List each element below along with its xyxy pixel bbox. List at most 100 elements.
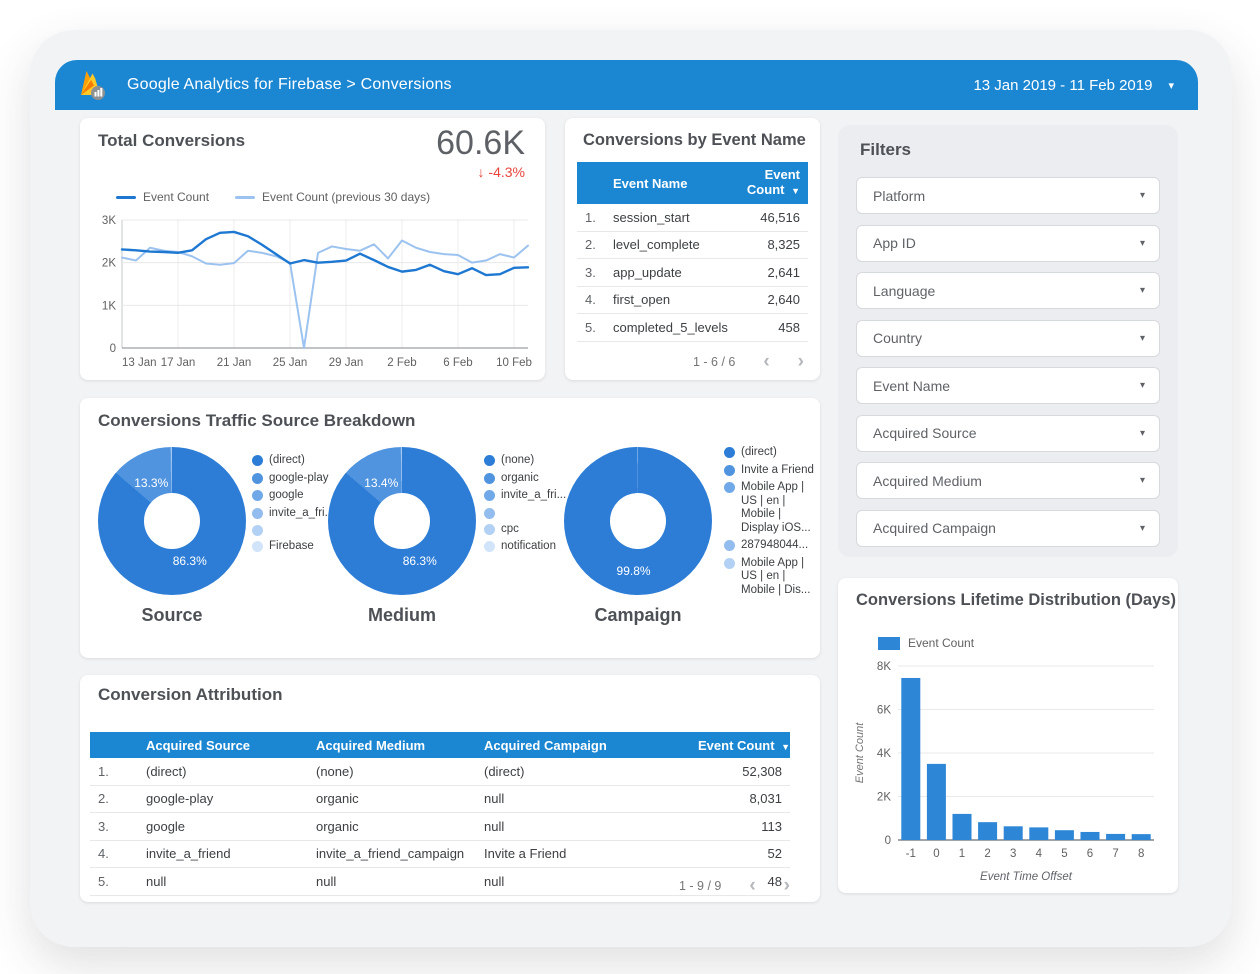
acquired-source-cell: google [146,818,186,834]
scorecard-value: 60.6K [436,124,525,162]
event-count-cell: 52,308 [742,763,782,779]
legend-item: notification [484,540,564,554]
svg-text:10 Feb: 10 Feb [496,357,532,369]
legend-label: invite_a_fri... [501,489,567,501]
filter-acquired-campaign[interactable]: Acquired Campaign ▾ [856,509,1160,547]
date-range-picker[interactable]: 13 Jan 2019 - 11 Feb 2019 ▾ [973,60,1182,110]
filters-title: Filters [860,140,912,159]
filter-label: Acquired Campaign [873,520,996,536]
legend-item: Event Count (previous 30 days) [235,190,430,204]
conversions-trend-chart[interactable]: 13 Jan 17 Jan 21 Jan 25 Jan 29 Jan 2 Feb 6 Feb… [86,212,538,374]
legend-item: invite_a_fri... [484,489,567,503]
chevron-left-icon[interactable]: ‹ [749,875,756,896]
donut-title: Medium [367,605,436,625]
svg-text:25 Jan: 25 Jan [273,357,308,369]
chevron-right-icon[interactable]: › [783,875,790,896]
filter-label: Acquired Source [873,425,977,441]
event-count-cell: 458 [778,319,800,335]
lifetime-bar-chart[interactable]: 0 2K 4K 6K 8K -1 0 1 2 3 4 5 6 7 8 Event Time Offset Eve… [850,654,1162,886]
filter-app-id[interactable]: App ID ▾ [856,224,1160,262]
col-header-event-count[interactable]: Event Count ▼ [698,737,790,753]
table-row: 4. first_open 2,640 [577,287,808,314]
svg-text:7: 7 [1112,848,1118,860]
event-count-cell: 2,640 [767,292,800,308]
conversion-attribution-card: Conversion Attribution Acquired Source Ac… [80,675,820,902]
row-number: 1. [585,209,596,225]
legend-dot [724,447,735,458]
svg-text:0: 0 [110,343,116,355]
col-header-event-count[interactable]: Event Count ▼ [746,167,800,197]
event-count-cell: 113 [761,818,782,834]
svg-text:2K: 2K [877,792,891,804]
pagination-label: 1 - 6 / 6 [692,354,736,369]
legend-label: (direct) [269,454,305,466]
attribution-table: Acquired Source Acquired Medium Acquired C… [90,732,790,896]
acquired-source-cell: invite_a_friend [146,846,231,862]
card-title: Conversions Lifetime Distribution (Days) [856,591,1176,609]
slice-percent-label: 99.8% [616,564,651,579]
event-count-cell: 46,516 [760,209,800,225]
acquired-medium-cell: null [316,873,337,889]
acquired-campaign-cell: null [484,873,505,889]
filter-acquired-source[interactable]: Acquired Source ▾ [856,414,1160,452]
caret-down-icon: ▾ [1139,427,1145,439]
filter-acquired-medium[interactable]: Acquired Medium ▾ [856,462,1160,499]
row-number: 1. [98,763,109,779]
legend-item: Event Count [116,190,209,204]
col-header-acquired-source: Acquired Source [146,737,251,753]
sort-desc-icon: ▼ [791,186,800,196]
legend-dot [252,472,263,484]
traffic-source-card: Conversions Traffic Source Breakdown 13.… [80,398,820,658]
donut-hole [144,493,200,549]
svg-text:2: 2 [984,848,990,860]
svg-text:-1: -1 [906,848,916,860]
acquired-source-cell: (direct) [146,763,187,779]
acquired-campaign-cell: null [484,791,505,807]
filter-language[interactable]: Language ▾ [856,272,1160,309]
event-count-cell: 52 [767,846,782,862]
chevron-right-icon[interactable]: › [797,351,804,372]
table-row: 5. completed_5_levels 458 [577,314,808,342]
legend-label: google [269,489,304,501]
app-header: Google Analytics for Firebase > Conversi… [55,60,1198,110]
filters-panel: Filters Platform ▾ App ID ▾ Language ▾ Country… [838,125,1178,557]
row-number: 5. [585,319,596,335]
svg-text:13 Jan: 13 Jan [122,357,157,369]
scorecard-delta: ↓ -4.3% [478,164,525,180]
legend-item: organic [484,472,564,486]
table-row: 2. level_complete 8,325 [577,232,808,259]
filter-platform[interactable]: Platform ▾ [856,177,1160,214]
total-conversions-card: Total Conversions 60.6K ↓ -4.3% Event Co… [80,118,545,380]
caret-down-icon: ▾ [1139,475,1145,486]
card-title: Conversions Traffic Source Breakdown [98,411,416,430]
legend-item [484,507,564,519]
svg-text:4K: 4K [877,748,891,760]
legend-dot [724,464,735,476]
filter-country[interactable]: Country ▾ [856,319,1160,357]
table-row: 3. google organic null 113 [90,813,790,841]
donut-title: Source [141,605,203,625]
donut-title: Campaign [594,605,682,625]
campaign-donut[interactable]: 99.8% [564,447,712,595]
filter-label: App ID [873,235,916,251]
filter-label: Acquired Medium [873,472,982,489]
event-count-cell: 48 [767,873,782,889]
card-title: Conversions by Event Name [583,131,806,149]
legend-label: organic [501,471,539,484]
legend-dot [484,455,495,466]
filter-label: Platform [873,187,926,204]
svg-text:8: 8 [1138,848,1144,860]
row-number: 3. [98,818,109,834]
filter-event-name[interactable]: Event Name ▾ [856,367,1160,404]
filter-label: Language [873,282,936,299]
chevron-left-icon[interactable]: ‹ [763,351,770,372]
slice-percent-label: 86.3% [172,553,207,568]
caret-down-icon: ▾ [1139,332,1145,344]
donut-hole [610,493,666,549]
delta-value: -4.3% [488,164,525,180]
medium-donut[interactable]: 13.4% 86.3% [328,447,476,595]
caret-down-icon: ▾ [1139,522,1145,534]
legend-label: cpc [501,522,519,535]
legend-dot [484,490,495,501]
source-donut[interactable]: 13.3% 86.3% [98,447,246,595]
